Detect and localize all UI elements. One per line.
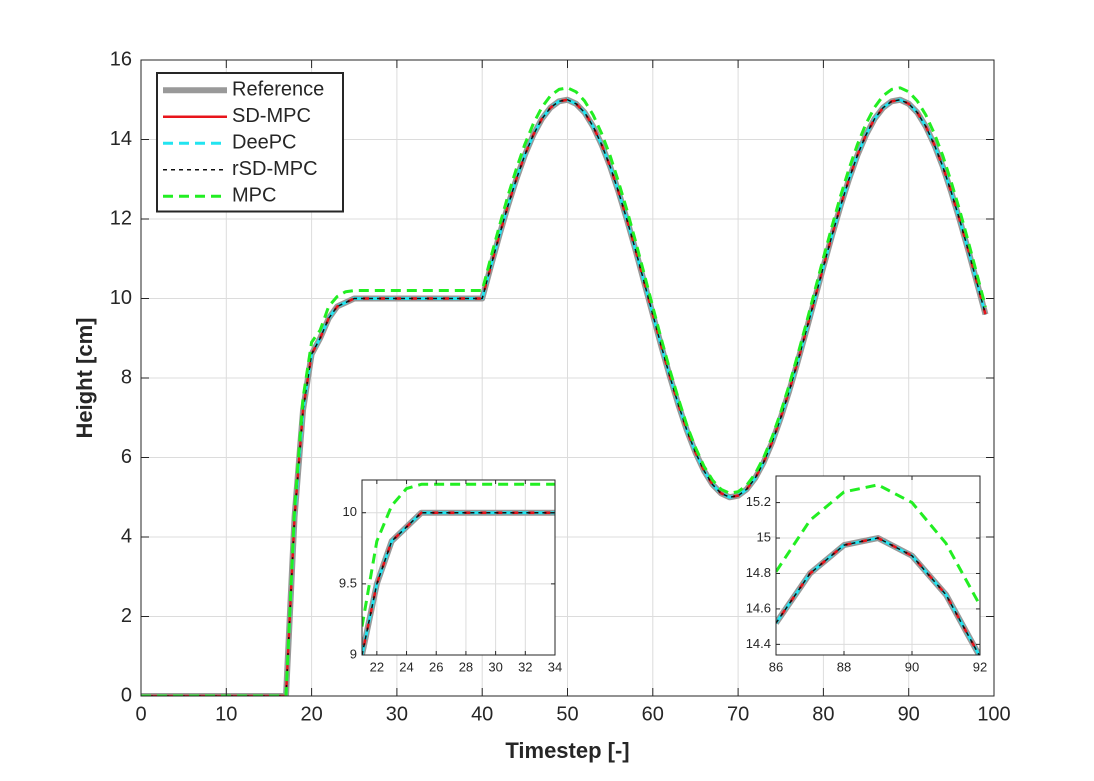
y-tick-label: 9.5 — [339, 575, 357, 590]
inset-background — [362, 480, 555, 655]
legend-label: SD-MPC — [232, 105, 311, 127]
data-line — [776, 537, 980, 655]
x-tick-label: 70 — [727, 703, 749, 725]
x-tick-label: 20 — [300, 703, 322, 725]
legend-label: MPC — [232, 185, 276, 207]
y-tick-label: 14.6 — [746, 600, 771, 615]
axes-frame — [361, 479, 556, 656]
legend-label: rSD-MPC — [232, 158, 318, 180]
data-line — [776, 536, 980, 655]
x-tick-label: 30 — [386, 703, 408, 725]
data-line — [141, 99, 987, 696]
x-tick-label: 34 — [548, 659, 562, 674]
y-tick-label: 8 — [121, 366, 132, 388]
x-tick-label: 30 — [488, 659, 502, 674]
y-tick-label: 10 — [343, 504, 357, 519]
axes-frame — [775, 475, 981, 656]
x-tick-label: 22 — [370, 659, 384, 674]
y-tick-label: 16 — [110, 48, 132, 70]
inset-axes: 86 88 90 92 14.4 14.6 14.8 15 15.2 — [746, 475, 987, 674]
y-tick-label: 10 — [110, 287, 132, 309]
data-line — [776, 483, 980, 607]
y-tick-label: 12 — [110, 207, 132, 229]
x-axis-label: Timestep [-] — [505, 738, 629, 763]
x-tick-label: 0 — [135, 703, 146, 725]
x-tick-label: 60 — [642, 703, 664, 725]
series-group — [362, 482, 555, 655]
legend: Reference SD-MPC DeePC rSD-MPC MPC — [156, 72, 344, 213]
x-tick-label: 92 — [973, 659, 987, 674]
inset-background — [776, 476, 980, 655]
legend-label: DeePC — [232, 132, 296, 154]
x-tick-label: 28 — [459, 659, 473, 674]
y-tick-label: 15.2 — [746, 494, 771, 509]
y-tick-label: 15 — [757, 529, 771, 544]
y-tick-label: 14.4 — [746, 636, 771, 651]
y-tick-label: 14 — [110, 128, 132, 150]
x-tick-label: 80 — [812, 703, 834, 725]
x-tick-label: 40 — [471, 703, 493, 725]
series-group — [776, 483, 980, 655]
x-tick-label: 10 — [215, 703, 237, 725]
x-tick-label: 26 — [429, 659, 443, 674]
main-axes: 0 10 20 30 40 50 60 70 80 90 1000246810121416Times… — [72, 48, 1011, 763]
y-tick-label: 14.8 — [746, 565, 771, 580]
y-tick-label: 6 — [121, 446, 132, 468]
x-tick-label: 32 — [518, 659, 532, 674]
x-tick-label: 24 — [399, 659, 413, 674]
y-axis-label: Height [cm] — [72, 318, 97, 439]
series-group — [141, 86, 989, 696]
y-tick-label: 9 — [350, 646, 357, 661]
legend-label: Reference — [232, 79, 324, 101]
data-line — [362, 511, 555, 655]
data-line — [141, 86, 987, 696]
data-line — [362, 482, 555, 627]
x-tick-label: 88 — [837, 659, 851, 674]
inset-axes: 22 24 26 28 30 32 34 9 9.5 10 — [339, 479, 562, 674]
y-tick-label: 2 — [121, 605, 132, 627]
x-tick-label: 50 — [556, 703, 578, 725]
x-tick-label: 90 — [905, 659, 919, 674]
x-tick-label: 86 — [769, 659, 783, 674]
x-tick-label: 100 — [977, 703, 1010, 725]
x-tick-label: 90 — [898, 703, 920, 725]
y-tick-label: 0 — [121, 684, 132, 706]
y-tick-label: 4 — [121, 525, 132, 547]
